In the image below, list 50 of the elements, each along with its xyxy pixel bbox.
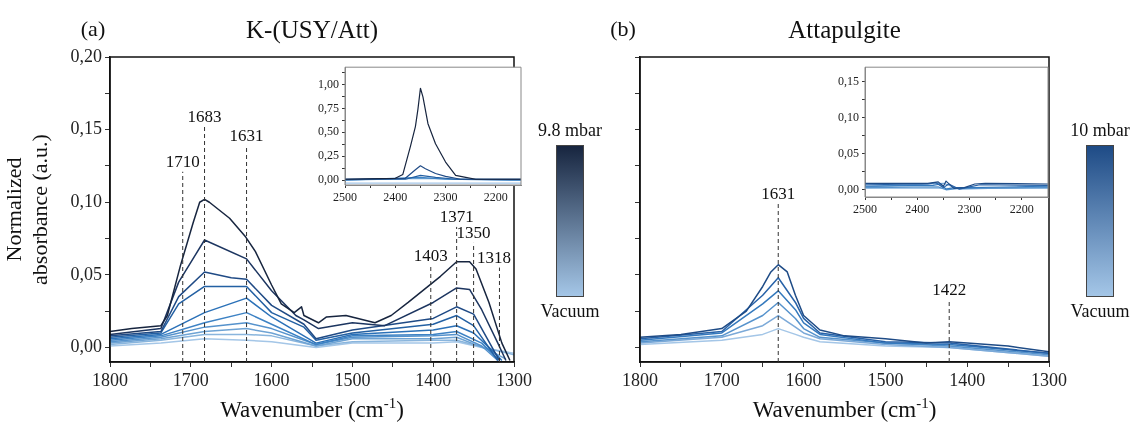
y-tick-label: 0,10 xyxy=(70,190,102,211)
y-tick-label: 0,15 xyxy=(70,118,102,139)
x-tick-label: 2200 xyxy=(1009,202,1034,217)
annotation: 1631 xyxy=(761,183,796,203)
chart-title: K-(USY/Att) xyxy=(246,16,378,44)
y-tick-label: 0,00 xyxy=(318,172,339,187)
x-tick-label: 1400 xyxy=(949,369,986,390)
x-tick-label: 1300 xyxy=(496,369,532,390)
y-tick-label: 0,75 xyxy=(318,100,339,115)
chart-title: Attapulgite xyxy=(788,16,901,43)
text: 10 mbar xyxy=(1069,120,1131,141)
y-tick-label: 0,15 xyxy=(838,73,859,88)
annotation: 1631 xyxy=(229,125,264,145)
x-tick-label: 2400 xyxy=(905,202,930,217)
x-tick-label: 1500 xyxy=(334,369,371,390)
annotation: 1403 xyxy=(413,246,448,266)
y-axis-title: Normalized absorbance (a.u.) xyxy=(0,134,53,285)
x-tick-label: 1600 xyxy=(253,369,290,390)
text: Vacuum xyxy=(539,301,601,322)
x-tick-label: 2400 xyxy=(383,190,408,205)
x-tick-label: 1600 xyxy=(785,369,822,390)
text: 9.8 mbar xyxy=(537,120,603,141)
x-tick-label: 2200 xyxy=(483,190,508,205)
y-tick-label: 0,00 xyxy=(70,336,102,357)
y-tick-label: 0,25 xyxy=(318,148,339,163)
y-tick-label: 1,00 xyxy=(318,76,339,91)
x-tick-label: 2300 xyxy=(433,190,458,205)
annotation: 1683 xyxy=(187,106,222,126)
annotation: 1710 xyxy=(165,151,200,171)
x-tick-label: 1800 xyxy=(92,369,128,390)
y-tick-label: 0,20 xyxy=(70,45,102,66)
y-tick-label: 0,05 xyxy=(838,145,859,160)
annotation: 1318 xyxy=(477,247,511,267)
x-tick-label: 2500 xyxy=(853,202,877,217)
x-tick-label: 1800 xyxy=(622,369,658,390)
y-tick-label: 0,05 xyxy=(70,263,102,284)
x-tick-label: 1500 xyxy=(867,369,904,390)
x-tick-label: 1300 xyxy=(1031,369,1067,390)
x-tick-label: 1700 xyxy=(703,369,740,390)
text: (b) xyxy=(610,16,636,41)
x-tick-label: 1700 xyxy=(172,369,209,390)
annotation: 1422 xyxy=(932,279,967,299)
text: Vacuum xyxy=(1069,301,1131,322)
y-tick-label: 0,10 xyxy=(838,109,859,124)
x-tick-label: 2500 xyxy=(333,190,357,205)
y-tick-label: 0,50 xyxy=(318,124,339,139)
x-tick-label: 2300 xyxy=(957,202,982,217)
text: (a) xyxy=(80,16,106,41)
x-tick-label: 1400 xyxy=(415,369,452,390)
y-tick-label: 0,00 xyxy=(838,181,859,196)
